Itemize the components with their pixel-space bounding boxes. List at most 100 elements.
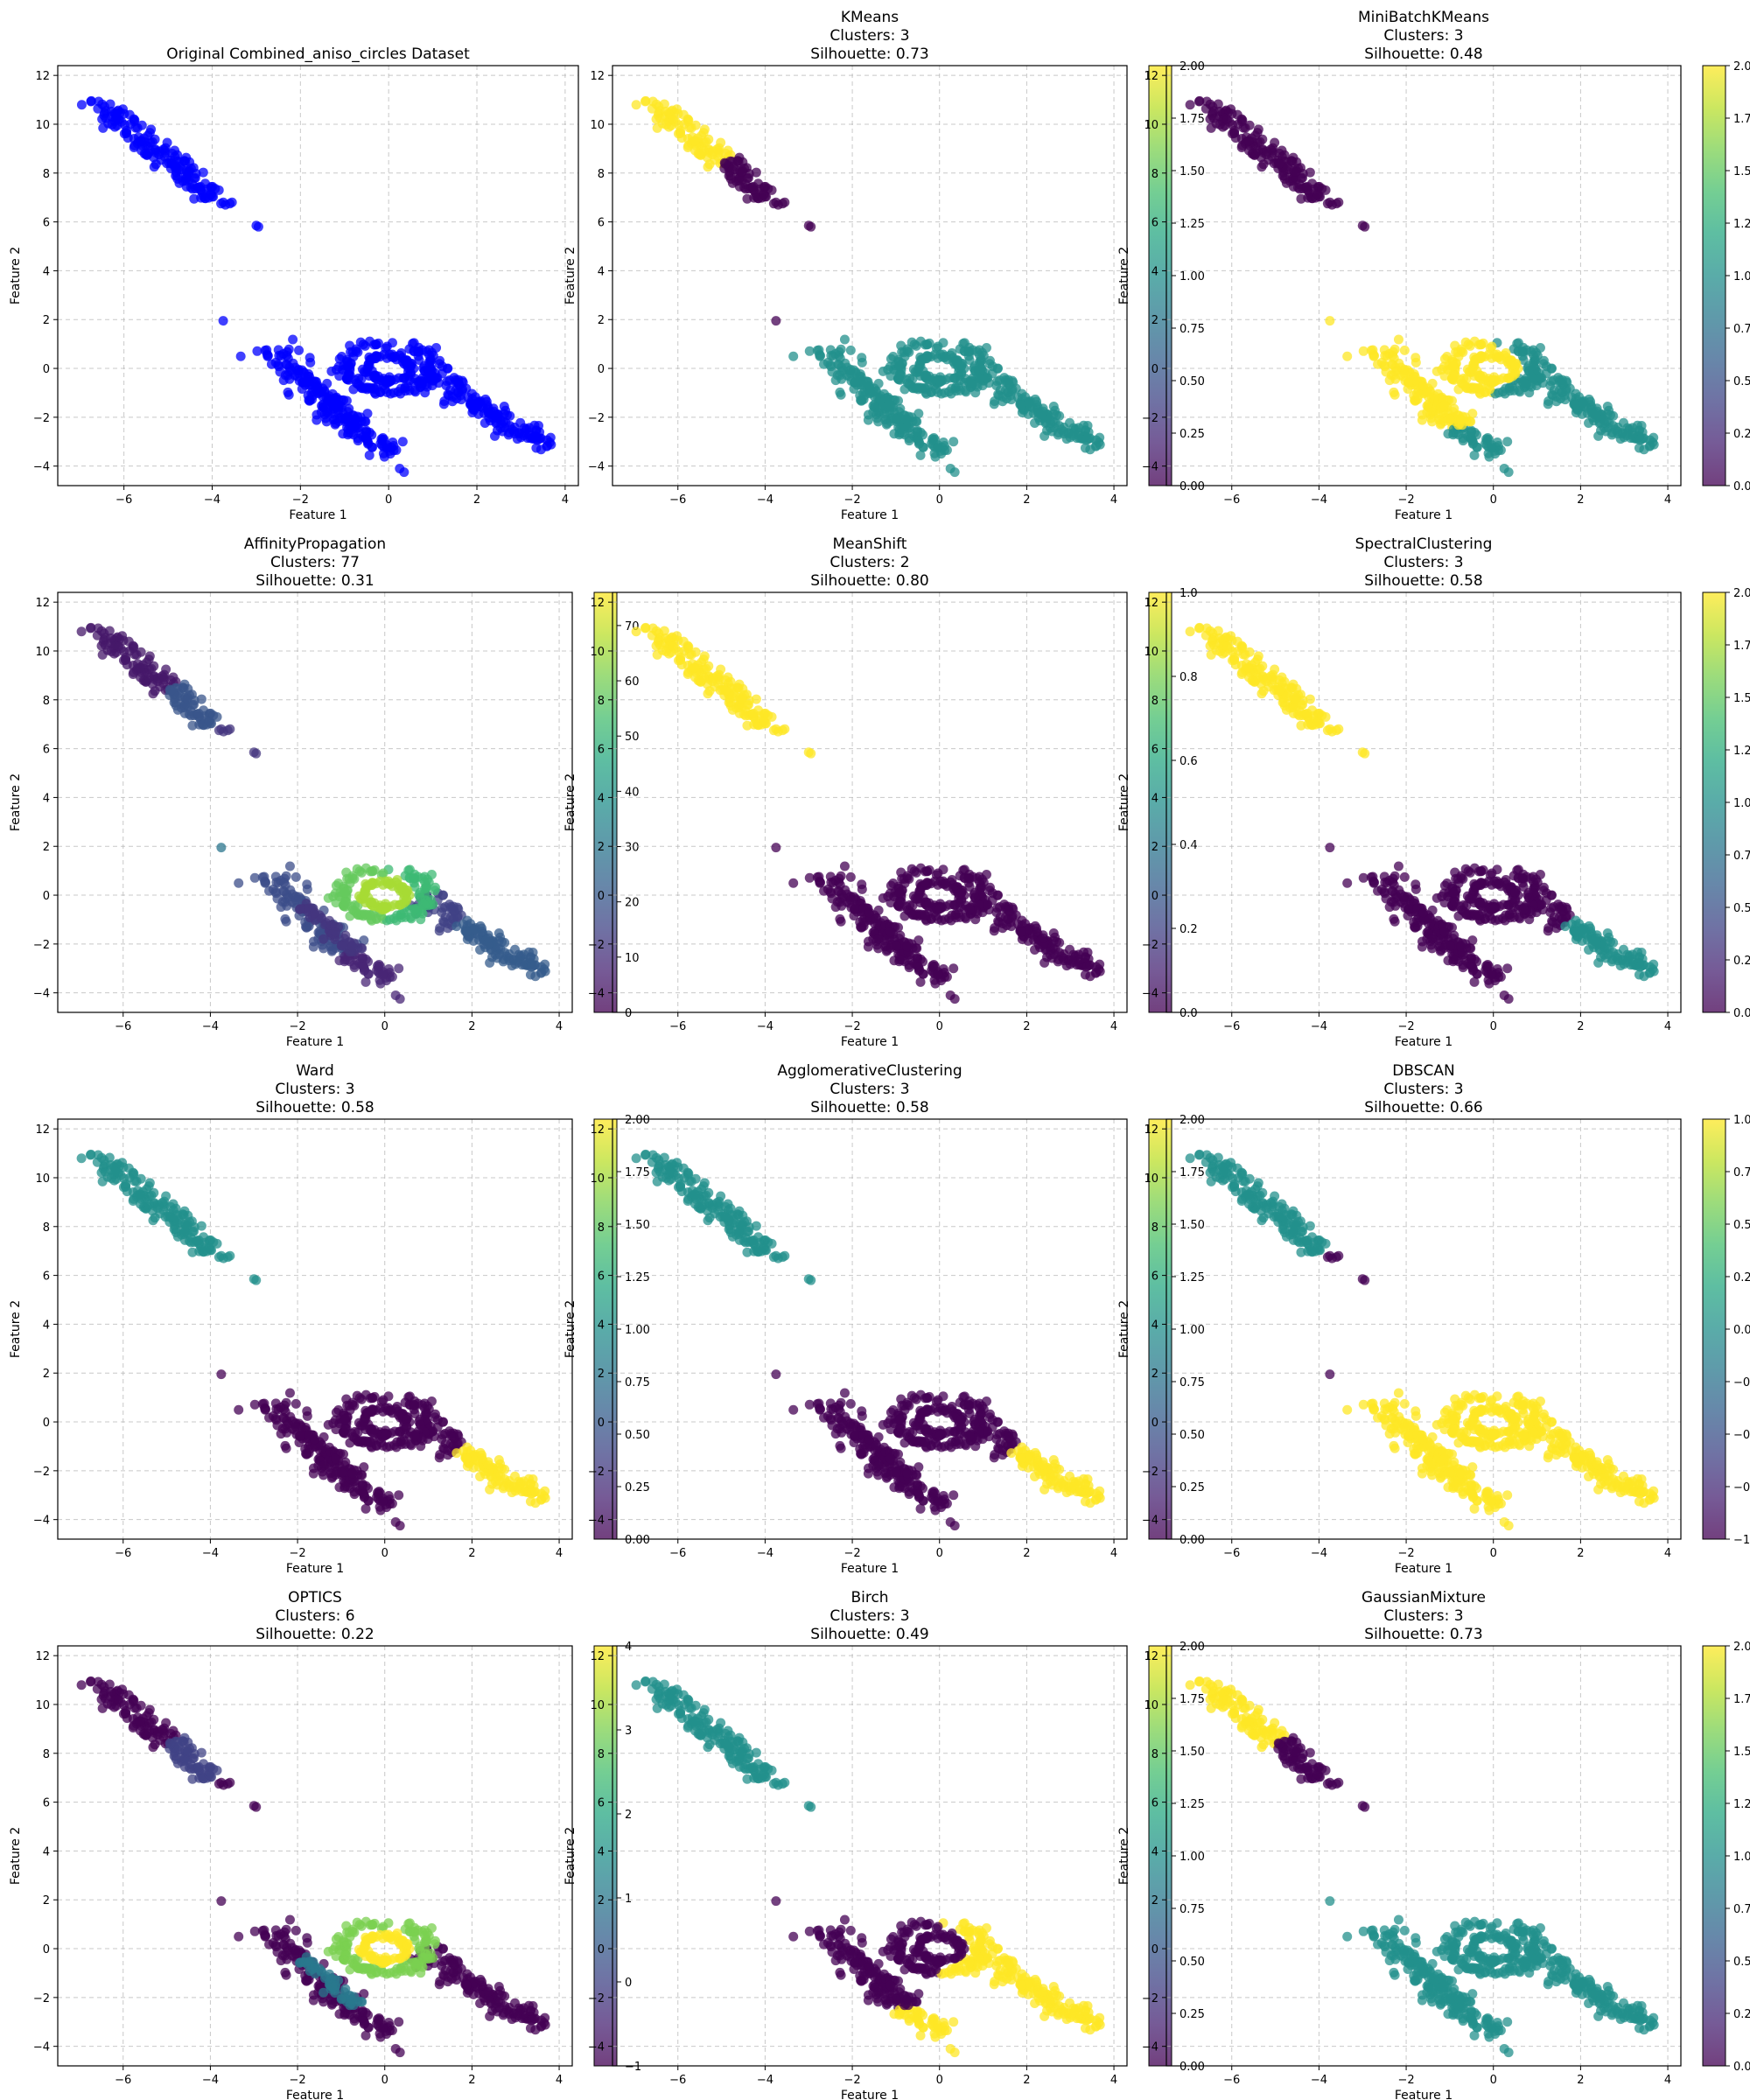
data-point (284, 389, 294, 400)
data-point (914, 409, 924, 419)
data-point (399, 467, 410, 478)
data-point (690, 145, 700, 156)
colorbar-tick-label: 1.75 (1733, 113, 1750, 126)
data-point (234, 878, 244, 888)
colorbar (593, 592, 618, 1013)
data-point (1201, 623, 1212, 634)
y-tick-label: 12 (1144, 70, 1158, 83)
data-point (76, 626, 87, 637)
data-point (1458, 962, 1468, 973)
data-point (187, 720, 198, 731)
x-axis-label: Feature 1 (1395, 508, 1452, 522)
data-point (389, 351, 400, 361)
data-point (1390, 367, 1400, 377)
data-point (435, 355, 445, 366)
data-point (788, 351, 799, 361)
y-tick-label: 10 (1144, 119, 1158, 132)
data-point (360, 340, 370, 351)
data-point (348, 351, 359, 361)
data-point (1551, 392, 1562, 402)
scatter-points (76, 95, 556, 478)
colorbar-tick-label: 0.50 (1733, 902, 1750, 915)
data-point (1469, 450, 1480, 460)
data-point (149, 162, 159, 172)
data-point (444, 375, 455, 386)
data-point (948, 963, 959, 974)
data-point (914, 359, 925, 369)
data-point (682, 668, 693, 679)
data-point (114, 115, 124, 125)
data-point (959, 338, 970, 348)
colorbar (1702, 592, 1726, 1013)
data-point (284, 861, 295, 872)
data-point (1517, 346, 1528, 357)
data-point (1453, 878, 1464, 888)
data-point (1522, 363, 1533, 374)
data-point (262, 351, 273, 361)
colorbar-tick-label: 20 (625, 897, 640, 910)
data-point (334, 371, 345, 382)
data-point (998, 392, 1008, 402)
data-point (488, 413, 499, 424)
data-point (1040, 430, 1050, 441)
data-point (768, 199, 779, 209)
data-point (864, 381, 875, 391)
data-point (806, 748, 816, 759)
data-point (983, 900, 993, 910)
data-point (804, 346, 815, 356)
colorbar-tick-label: 40 (625, 786, 640, 799)
data-point (640, 96, 651, 107)
data-point (1067, 955, 1077, 965)
x-tick-label: −4 (1311, 1020, 1327, 1033)
data-point (1465, 867, 1475, 878)
data-point (1279, 700, 1290, 710)
data-point (144, 1178, 155, 1188)
data-point (345, 370, 355, 381)
data-point (1194, 623, 1205, 634)
data-point (668, 115, 679, 125)
data-point (703, 689, 713, 699)
data-point (196, 694, 206, 704)
y-tick-label: 6 (598, 217, 605, 230)
data-point (1538, 882, 1549, 892)
y-tick-label: 0 (1152, 363, 1158, 376)
data-point (897, 428, 907, 438)
data-point (308, 936, 318, 947)
data-point (1602, 928, 1613, 938)
y-tick-label: 10 (590, 646, 605, 659)
scatter-points (76, 1149, 550, 1531)
colorbar-tick-label: 0.50 (1180, 375, 1205, 388)
data-point (406, 360, 416, 371)
data-point (1358, 872, 1368, 883)
data-point (173, 164, 184, 175)
data-point (1085, 433, 1096, 444)
data-point (483, 933, 494, 943)
data-point (1243, 145, 1254, 156)
data-point (1639, 971, 1649, 982)
data-point (1236, 668, 1247, 679)
x-tick-label: −6 (116, 494, 132, 507)
data-point (1236, 640, 1247, 651)
x-tick-label: −6 (1223, 1020, 1240, 1033)
data-point (1495, 971, 1506, 982)
data-point (1399, 345, 1410, 355)
data-point (928, 962, 938, 973)
data-point (1522, 890, 1533, 900)
data-point (1424, 914, 1435, 924)
data-point (1095, 959, 1105, 970)
data-point (932, 443, 942, 453)
data-point (488, 406, 499, 416)
data-point (414, 377, 424, 388)
data-point (771, 843, 781, 853)
data-point (816, 878, 826, 888)
y-tick-label: 2 (43, 841, 50, 854)
data-point (227, 197, 237, 207)
data-point (1296, 193, 1306, 204)
data-point (857, 884, 867, 894)
x-tick-label: 2 (468, 1020, 475, 1033)
data-point (708, 673, 718, 683)
data-point (768, 725, 779, 736)
data-point (1456, 871, 1466, 881)
